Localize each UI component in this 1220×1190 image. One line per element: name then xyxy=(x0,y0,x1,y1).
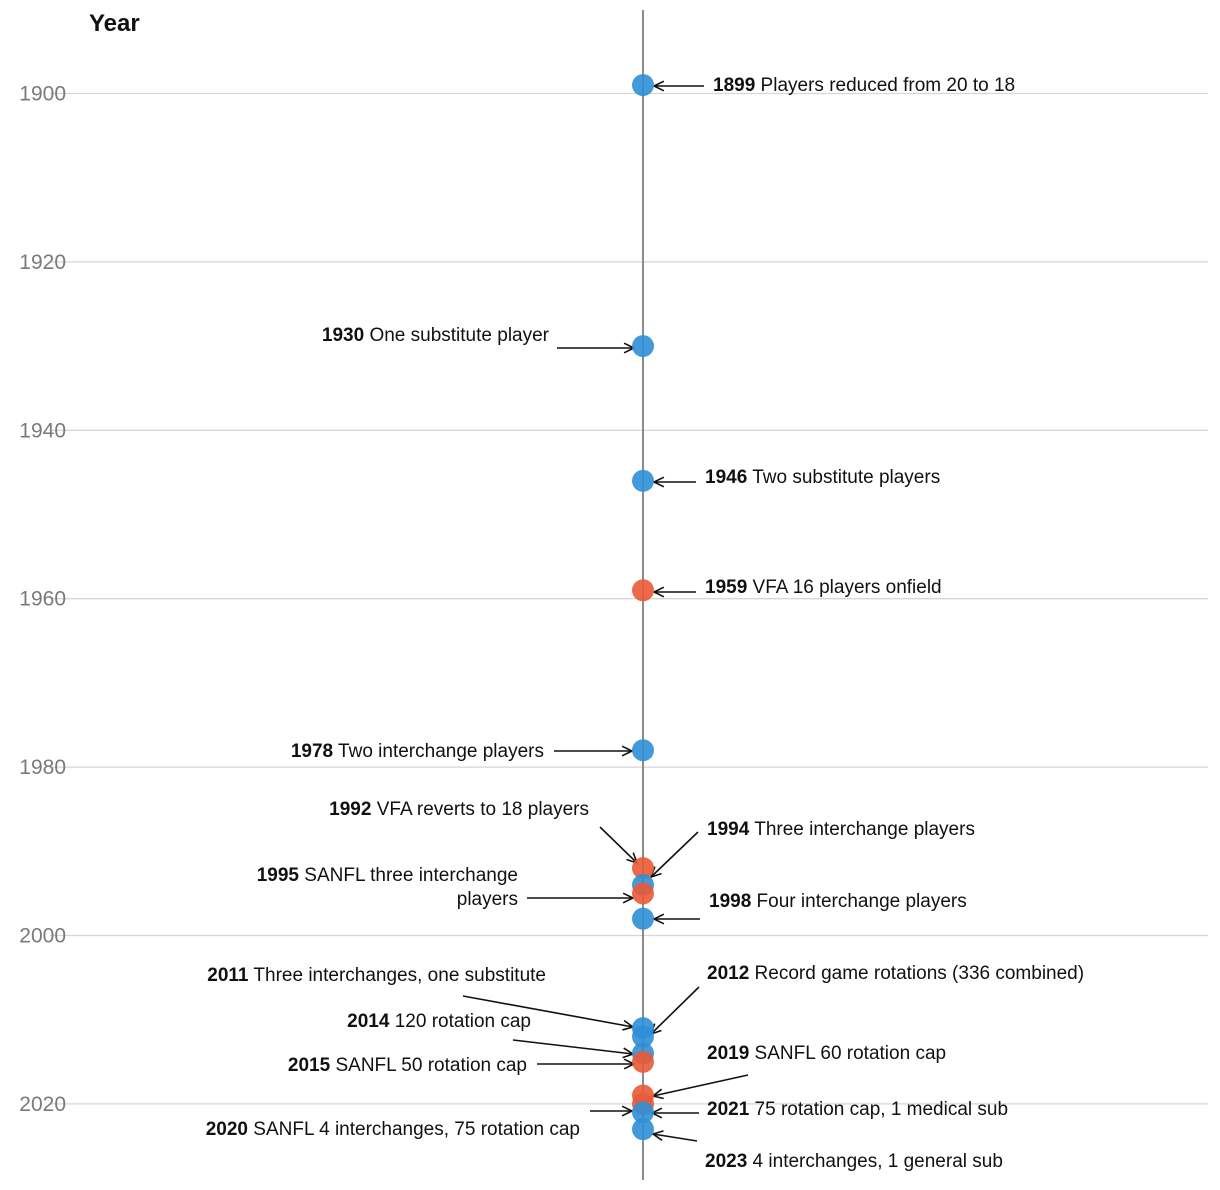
y-axis-title: Year xyxy=(89,10,140,37)
annotation-text: Three interchanges, one substitute xyxy=(248,965,546,986)
y-tick-label-2000: 2000 xyxy=(19,925,66,948)
y-axis-ticks: 1900 1920 1940 1960 1980 2000 2020 xyxy=(19,83,66,1116)
pointer-arrowhead-1899 xyxy=(652,80,665,92)
event-dot-1930 xyxy=(632,335,654,358)
annotation-year: 2014 xyxy=(347,1011,390,1032)
annotation-year: 2015 xyxy=(288,1055,331,1076)
annotation-label-1994: 1994 Three interchange players xyxy=(707,819,975,840)
annotation-year: 2020 xyxy=(206,1119,248,1140)
annotation-label-2020: 2020 SANFL 4 interchanges, 75 rotation c… xyxy=(206,1119,580,1140)
annotation-text: 4 interchanges, 1 general sub xyxy=(747,1151,1003,1172)
pointer-line-2012 xyxy=(650,986,700,1035)
y-tick-label-1980: 1980 xyxy=(19,756,66,779)
annotation-label-1899: 1899 Players reduced from 20 to 18 xyxy=(713,75,1015,96)
pointer-arrowhead-1998 xyxy=(652,913,665,925)
pointer-line-1992 xyxy=(599,826,638,864)
pointer-arrowhead-2020 xyxy=(621,1105,634,1117)
annotation-year: 2023 xyxy=(705,1151,747,1172)
annotation-text: Three interchange players xyxy=(749,819,975,840)
annotation-year: 1946 xyxy=(705,467,747,488)
y-tick-label-1920: 1920 xyxy=(19,251,66,274)
annotation-label-2011: 2011 Three interchanges, one substitute xyxy=(207,965,546,986)
annotation-label-2021: 2021 75 rotation cap, 1 medical sub xyxy=(707,1099,1008,1120)
y-tick-label-2020: 2020 xyxy=(19,1093,66,1116)
event-dot-1946 xyxy=(632,469,654,492)
pointer-line-2019 xyxy=(652,1074,749,1097)
annotation-year: 2012 xyxy=(707,963,749,984)
annotation-text: VFA reverts to 18 players xyxy=(371,799,589,820)
event-dot-2015 xyxy=(632,1050,654,1073)
annotation-year: 1992 xyxy=(329,799,371,820)
event-dot-2012 xyxy=(632,1025,654,1048)
annotation-text: Two substitute players xyxy=(747,467,940,488)
gridlines xyxy=(50,92,1208,1105)
pointer-line-2011 xyxy=(462,995,634,1028)
pointer-arrowhead-2023 xyxy=(651,1130,664,1141)
pointer-arrowhead-1978 xyxy=(621,745,634,757)
y-tick-label-1900: 1900 xyxy=(19,83,66,106)
pointer-arrowhead-1959 xyxy=(652,586,665,598)
annotation-year: 1994 xyxy=(707,819,750,840)
y-tick-label-1960: 1960 xyxy=(19,588,66,611)
annotation-label-2023: 2023 4 interchanges, 1 general sub xyxy=(705,1151,1003,1172)
event-dot-1992 xyxy=(632,857,654,880)
event-dot-1998 xyxy=(632,907,654,930)
annotation-text: 120 rotation cap xyxy=(389,1011,531,1032)
event-dot-1978 xyxy=(632,739,654,762)
annotation-text: Two interchange players xyxy=(333,741,544,762)
annotation-text: Players reduced from 20 to 18 xyxy=(755,75,1015,96)
annotation-label-1998: 1998 Four interchange players xyxy=(709,891,967,912)
annotation-label-2012: 2012 Record game rotations (336 combined… xyxy=(707,963,1084,984)
annotation-text: SANFL 50 rotation cap xyxy=(330,1055,527,1076)
annotation-year: 2011 xyxy=(207,965,249,986)
event-dot-1995 xyxy=(632,882,654,905)
annotation-text: SANFL 60 rotation cap xyxy=(749,1043,946,1064)
pointer-arrowhead-1946 xyxy=(652,476,665,488)
annotation-text: One substitute player xyxy=(364,325,549,346)
annotation-text: Four interchange players xyxy=(751,891,966,912)
annotation-text: Record game rotations (336 combined) xyxy=(749,963,1084,984)
annotation-year: 2021 xyxy=(707,1099,750,1120)
annotation-label-1930: 1930 One substitute player xyxy=(322,325,550,346)
pointer-line-1994 xyxy=(650,831,699,878)
annotation-year: 2019 xyxy=(707,1043,749,1064)
y-tick-label-1940: 1940 xyxy=(19,419,66,442)
annotation-label-2015: 2015 SANFL 50 rotation cap xyxy=(288,1055,527,1076)
annotation-label-1946: 1946 Two substitute players xyxy=(705,467,940,488)
event-dot-2021 xyxy=(632,1101,654,1124)
event-dots xyxy=(632,74,654,1141)
annotation-labels: 1899 Players reduced from 20 to 18 1930 O… xyxy=(206,75,1084,1172)
annotation-label-2014: 2014 120 rotation cap xyxy=(347,1011,531,1032)
annotation-label-2019: 2019 SANFL 60 rotation cap xyxy=(707,1043,946,1064)
annotation-pointers xyxy=(462,80,749,1142)
event-dot-1959 xyxy=(632,579,654,602)
annotation-year: 1930 xyxy=(322,325,364,346)
pointer-line-2014 xyxy=(512,1039,634,1055)
annotation-label-1995: 1995 SANFL three interchange xyxy=(257,865,518,886)
annotation-text: VFA 16 players onfield xyxy=(747,577,941,598)
annotation-year: 1998 xyxy=(709,891,751,912)
pointer-line-2023 xyxy=(652,1133,698,1142)
annotation-year: 1899 xyxy=(713,75,755,96)
annotation-label-1992: 1992 VFA reverts to 18 players xyxy=(329,799,589,820)
event-dot-2023 xyxy=(632,1118,654,1141)
annotation-label-1959: 1959 VFA 16 players onfield xyxy=(705,577,942,598)
annotation-text: SANFL 4 interchanges, 75 rotation cap xyxy=(248,1119,580,1140)
annotation-text: SANFL three interchange xyxy=(299,865,518,886)
annotation-year: 1978 xyxy=(291,741,333,762)
annotation-text: 75 rotation cap, 1 medical sub xyxy=(749,1099,1008,1120)
annotation-year: 1959 xyxy=(705,577,747,598)
annotation-year: 1995 xyxy=(257,865,300,886)
annotation-label-1995-line2: players xyxy=(457,889,518,910)
event-dot-1899 xyxy=(632,74,654,97)
annotation-label-1978: 1978 Two interchange players xyxy=(291,741,544,762)
pointer-arrowhead-1995 xyxy=(622,892,635,904)
